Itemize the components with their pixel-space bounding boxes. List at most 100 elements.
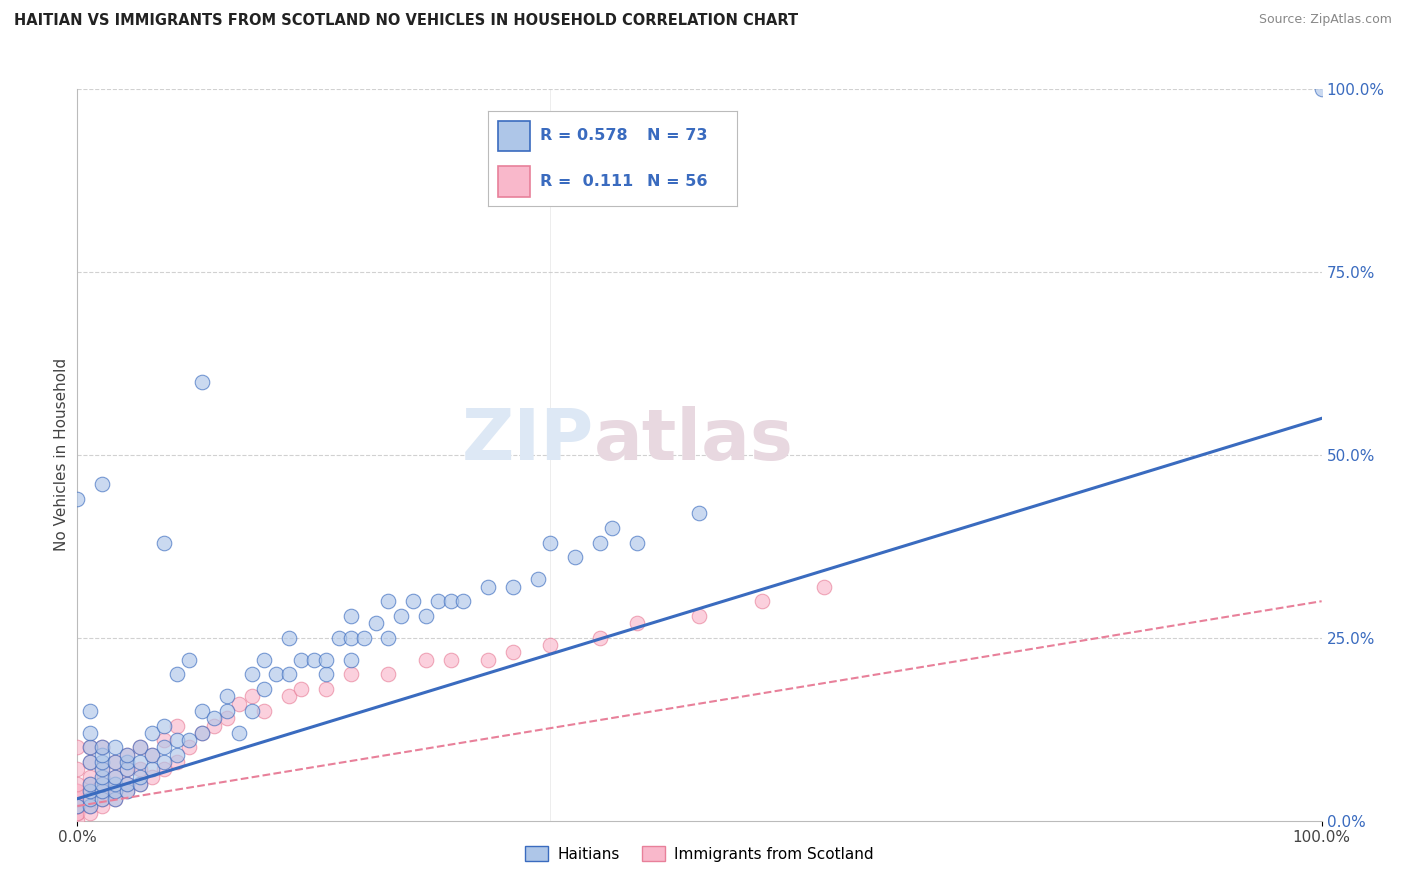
Point (91, 747, 114, 762)
Point (166, 718, 188, 732)
Point (91, 777, 114, 791)
Point (589, 535, 612, 549)
Point (104, 784, 127, 798)
Point (364, 616, 387, 631)
Point (538, 535, 561, 549)
Point (538, 638, 561, 652)
Point (79, 791, 101, 805)
Point (228, 697, 250, 711)
Point (315, 681, 337, 696)
Point (115, 755, 138, 769)
Point (153, 535, 176, 549)
Point (340, 667, 363, 681)
Point (253, 704, 276, 718)
Point (240, 690, 263, 704)
Point (91, 784, 114, 798)
Point (79, 799, 101, 814)
Point (502, 580, 524, 594)
Point (402, 594, 425, 608)
Text: Source: ZipAtlas.com: Source: ZipAtlas.com (1258, 13, 1392, 27)
Point (128, 740, 150, 755)
Text: R = 0.578: R = 0.578 (540, 128, 628, 144)
Point (315, 667, 337, 681)
Point (389, 608, 412, 623)
Point (115, 784, 138, 798)
Point (79, 777, 101, 791)
Point (202, 711, 225, 725)
Point (277, 631, 299, 645)
Text: R =  0.111: R = 0.111 (540, 174, 634, 189)
Point (626, 616, 648, 631)
Point (689, 608, 711, 623)
Point (240, 667, 263, 681)
Point (477, 580, 499, 594)
Point (340, 608, 363, 623)
Point (79, 777, 101, 791)
Point (1310, 82, 1333, 96)
Point (440, 653, 463, 667)
Point (340, 653, 363, 667)
Point (290, 653, 312, 667)
Legend: Haitians, Immigrants from Scotland: Haitians, Immigrants from Scotland (519, 839, 880, 868)
Point (377, 594, 399, 608)
Point (104, 770, 127, 784)
Point (128, 755, 150, 769)
Point (79, 770, 101, 784)
Point (104, 784, 127, 798)
Point (66, 799, 89, 814)
Point (104, 791, 127, 805)
Point (141, 747, 163, 762)
FancyBboxPatch shape (498, 120, 530, 151)
Point (66, 777, 89, 791)
Text: N = 56: N = 56 (647, 174, 707, 189)
Point (290, 681, 312, 696)
Point (79, 799, 101, 814)
Point (564, 550, 586, 565)
Point (328, 631, 350, 645)
Point (179, 733, 201, 747)
Point (66, 791, 89, 805)
Text: ZIP: ZIP (461, 406, 593, 475)
Point (166, 667, 188, 681)
Point (104, 755, 127, 769)
Point (66, 791, 89, 805)
Point (91, 799, 114, 814)
Point (66, 799, 89, 814)
Point (66, 784, 89, 798)
Point (115, 763, 138, 777)
Point (215, 690, 238, 704)
Point (104, 740, 127, 755)
Point (253, 681, 276, 696)
Point (191, 726, 214, 740)
Point (91, 791, 114, 805)
Point (166, 733, 188, 747)
Point (79, 740, 101, 755)
Point (91, 791, 114, 805)
Point (128, 770, 150, 784)
Point (451, 594, 474, 608)
Point (115, 763, 138, 777)
Point (91, 740, 114, 755)
Point (91, 763, 114, 777)
Point (266, 667, 288, 681)
Point (79, 784, 101, 798)
Point (79, 784, 101, 798)
Point (79, 755, 101, 769)
Point (202, 718, 225, 732)
Point (191, 726, 214, 740)
Point (141, 770, 163, 784)
Y-axis label: No Vehicles in Household: No Vehicles in Household (53, 359, 69, 551)
Point (415, 653, 437, 667)
Point (253, 653, 276, 667)
Point (79, 726, 101, 740)
Point (66, 806, 89, 821)
Point (115, 784, 138, 798)
Point (91, 784, 114, 798)
Point (626, 535, 648, 549)
Point (153, 733, 176, 747)
Point (79, 791, 101, 805)
Point (104, 777, 127, 791)
Point (315, 653, 337, 667)
Point (91, 755, 114, 769)
Point (751, 594, 773, 608)
